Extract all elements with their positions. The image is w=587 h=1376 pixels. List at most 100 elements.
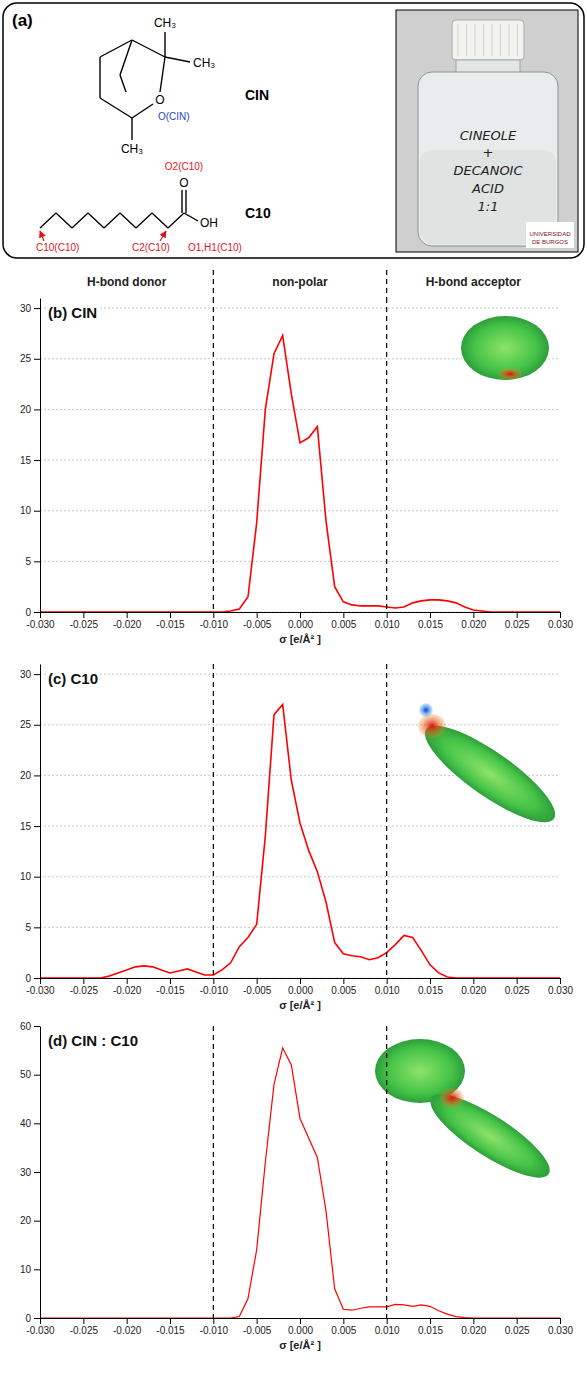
handwritten-label: ACID — [471, 181, 504, 196]
tick-label: -0.020 — [113, 619, 142, 630]
logo-box — [526, 222, 574, 248]
tick: 0.000 — [288, 1318, 313, 1336]
tick-mark — [34, 1221, 40, 1222]
tick-mark — [300, 612, 301, 618]
handwritten-label: DECANOIC — [453, 163, 523, 178]
figure: (a)CH₃CH₃CH₃OO(CIN)CINOOHO2(C10)C10(C10)… — [0, 0, 587, 1376]
tick-label: 0.010 — [375, 985, 400, 996]
title-background — [46, 1031, 140, 1050]
tick-mark — [560, 612, 561, 618]
tick-mark — [40, 1318, 41, 1324]
grid-line — [40, 460, 560, 461]
tick-mark — [430, 612, 431, 618]
tick: 0.005 — [331, 612, 356, 630]
logo-text: UNIVERSIDAD — [529, 231, 571, 237]
tick: 0.000 — [288, 612, 313, 630]
tick: -0.010 — [200, 1318, 229, 1336]
y-axis: 051015202530 — [20, 299, 41, 618]
cap-ridge — [475, 24, 476, 56]
tick: 0.005 — [331, 1318, 356, 1336]
x-axis-title: σ [e/Å² ] — [279, 633, 321, 645]
tick: -0.015 — [156, 1318, 185, 1336]
tick-mark — [517, 978, 518, 984]
tick-mark — [387, 612, 388, 618]
atom-annotation: O1,H1(C10) — [188, 242, 242, 253]
grid-line — [40, 561, 560, 562]
arrow — [160, 231, 166, 241]
tick-mark — [34, 359, 40, 360]
region-label: H-bond donor — [87, 275, 167, 289]
tick-label: -0.015 — [156, 619, 185, 630]
tick-label: 10 — [20, 505, 32, 516]
bond — [131, 118, 132, 140]
tick-mark — [127, 1318, 128, 1324]
cap-ridge — [483, 24, 484, 56]
tick-mark — [34, 674, 40, 675]
tick-mark — [34, 1318, 40, 1319]
esp-spot — [440, 1088, 464, 1108]
tick-label: -0.030 — [26, 985, 55, 996]
tick: 20 — [20, 404, 40, 415]
tick-mark — [83, 612, 84, 618]
tick-label: 0.030 — [548, 985, 573, 996]
bond — [168, 213, 184, 228]
tick: 20 — [20, 1215, 40, 1226]
tick-label: -0.005 — [243, 985, 272, 996]
atom-label: OH — [200, 216, 218, 230]
tick-label: 5 — [25, 922, 31, 933]
tick-label: 0.005 — [331, 1325, 356, 1336]
tick-mark — [34, 612, 40, 613]
bond — [152, 213, 168, 228]
grid-line — [40, 674, 560, 675]
compound-name: CIN — [245, 87, 269, 103]
tick: -0.025 — [70, 978, 99, 996]
tick-mark — [343, 1318, 344, 1324]
cap-ridge — [500, 24, 501, 56]
bond — [120, 75, 126, 92]
tick-mark — [343, 978, 344, 984]
tick-label: -0.025 — [70, 1325, 99, 1336]
tick: 0.030 — [548, 1318, 573, 1336]
methyl-label: CH₃ — [193, 56, 215, 70]
bond — [136, 213, 152, 228]
region-boundary — [386, 298, 387, 612]
bond — [181, 190, 182, 213]
tick-label: 60 — [20, 1021, 32, 1032]
bottle-body — [418, 72, 558, 246]
sigma-profile — [40, 705, 560, 978]
tick-mark — [83, 978, 84, 984]
tick-mark — [34, 1123, 40, 1124]
tick-mark — [34, 826, 40, 827]
tick: 0.015 — [418, 612, 443, 630]
tick-label: 20 — [20, 404, 32, 415]
tick-label: -0.010 — [200, 1325, 229, 1336]
tick: 25 — [20, 353, 40, 364]
tick-label: 0.010 — [375, 619, 400, 630]
chart: -0.030-0.025-0.020-0.015-0.010-0.0050.00… — [20, 665, 574, 1012]
bond — [160, 57, 165, 92]
tick: 0.030 — [548, 978, 573, 996]
tick-label: 0 — [25, 607, 31, 618]
bond — [184, 213, 198, 221]
region-boundary — [386, 270, 387, 298]
tick: 40 — [20, 1118, 40, 1129]
tick-mark — [170, 612, 171, 618]
tick: 0.000 — [288, 978, 313, 996]
tick-label: 30 — [20, 1167, 32, 1178]
tick-mark — [473, 978, 474, 984]
tick-mark — [34, 1269, 40, 1270]
tick: -0.005 — [243, 612, 272, 630]
photo-frame — [396, 10, 578, 252]
atom-annotation: C2(C10) — [132, 242, 170, 253]
tick-label: 10 — [20, 1264, 32, 1275]
region-boundary — [386, 664, 387, 978]
tick-label: 40 — [20, 1118, 32, 1129]
tick: 25 — [20, 719, 40, 730]
title-background — [46, 669, 100, 688]
atom-annotation: C10(C10) — [36, 242, 79, 253]
tick-mark — [213, 1318, 214, 1324]
photo: CINEOLE+DECANOICACID1:1UNIVERSIDADDE BUR… — [396, 10, 578, 252]
axis-line — [40, 299, 41, 613]
bond — [88, 213, 104, 228]
tick-mark — [560, 1318, 561, 1324]
